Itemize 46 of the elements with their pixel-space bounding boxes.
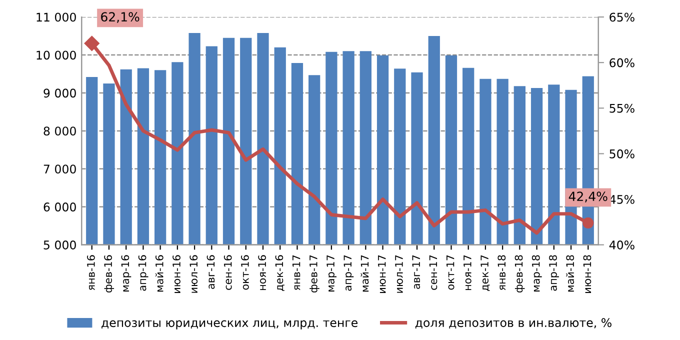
data-label: 42,4% [568, 192, 608, 202]
x-tick-label: дек-17 [480, 255, 490, 291]
x-tick-label: фев-18 [514, 255, 525, 292]
x-tick-label: фев-16 [104, 255, 114, 292]
x-tick-label: май-18 [566, 255, 574, 292]
x-tick-label: мар-17 [326, 255, 336, 292]
x-tick-label: янв-18 [498, 255, 506, 290]
x-tick-label: июл-16 [190, 255, 198, 293]
x-tick-label: июл-17 [395, 255, 403, 293]
y-tick-label: 10 000 [36, 50, 76, 60]
y-tick-label: 11 000 [36, 12, 76, 22]
y2-tick-label: 55% [610, 104, 634, 113]
x-tick-label: июн-17 [378, 255, 386, 293]
x-tick-label: мар-18 [532, 255, 542, 292]
y2-tick-label: 50% [610, 149, 634, 158]
x-tick-label: авг-16 [206, 255, 215, 289]
x-tick-label: янв-16 [87, 255, 95, 290]
x-tick-label: июн-18 [583, 255, 592, 293]
x-tick-label: янв-17 [292, 255, 300, 290]
x-tick-label: окт-17 [446, 255, 454, 290]
y-tick-label: 8 000 [44, 126, 76, 136]
x-tick-label: мар-16 [121, 255, 132, 292]
x-tick-label: авг-17 [412, 255, 420, 289]
data-label: 62,1% [101, 12, 140, 23]
x-tick-label: сен-17 [429, 255, 438, 290]
x-tick-label: апр-16 [138, 255, 148, 291]
x-tick-label: апр-18 [549, 255, 559, 291]
x-tick-label: дек-16 [275, 255, 284, 291]
legend-label: доля депозитов в ин.валюте, % [415, 318, 612, 329]
y-tick-label: 5 000 [44, 240, 76, 250]
x-tick-label: май-16 [155, 255, 164, 292]
y-tick-label: 7 000 [44, 164, 76, 174]
x-tick-label: окт-16 [241, 255, 249, 290]
y2-tick-label: 40% [609, 240, 634, 250]
x-tick-label: май-17 [360, 255, 369, 292]
x-tick-label: ноя-16 [258, 255, 266, 290]
x-tick-label: апр-17 [344, 255, 354, 291]
y-tick-label: 9 000 [44, 88, 76, 98]
legend-label: депозиты юридических лиц, млрд. тенге [102, 320, 358, 330]
y2-tick-label: 60% [610, 58, 634, 68]
x-tick-label: ноя-17 [464, 255, 472, 290]
x-tick-label: июн-16 [172, 255, 180, 293]
x-tick-label: сен-16 [224, 255, 232, 290]
y-tick-label: 6 000 [44, 202, 76, 212]
x-tick-label: фев-17 [310, 255, 320, 292]
y2-tick-label: 65% [610, 12, 634, 22]
